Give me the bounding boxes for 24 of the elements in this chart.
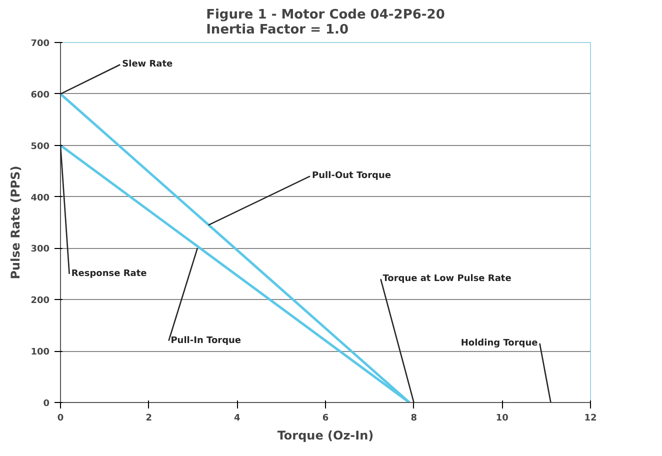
y-tick-label: 500: [30, 142, 50, 152]
y-tick-label: 0: [43, 399, 50, 409]
x-tick-label: 0: [57, 414, 64, 424]
y-tick-label: 700: [30, 39, 50, 49]
x-tick-label: 2: [146, 414, 152, 424]
x-tick-label: 4: [234, 414, 240, 424]
y-tick-label: 300: [30, 244, 50, 255]
y-tick-label: 100: [30, 348, 50, 358]
x-tick-label: 12: [584, 414, 597, 424]
y-tick-label: 600: [30, 90, 50, 100]
y-tick-label: 400: [30, 193, 50, 204]
x-tick-label: 10: [496, 414, 508, 424]
annotation: Pull-Out Torque: [312, 171, 391, 182]
chart-title: Figure 1 - Motor Code 04-2P6-20 Inertia Factor = 1.0: [206, 8, 445, 38]
annotation: Slew Rate: [122, 60, 173, 70]
x-axis-title: Torque (Oz-In): [277, 428, 374, 442]
annotation: Torque at Low Pulse Rate: [382, 274, 512, 284]
x-tick-label: 6: [322, 414, 329, 424]
y-tick-label: 200: [30, 296, 50, 306]
annotation: Pull-In Torque: [170, 336, 242, 346]
y-axis-title: Pulse Rate (PPS): [8, 166, 23, 280]
annotation: Holding Torque: [460, 338, 538, 348]
annotation: Response Rate: [71, 268, 147, 279]
x-tick-label: 8: [410, 414, 417, 424]
